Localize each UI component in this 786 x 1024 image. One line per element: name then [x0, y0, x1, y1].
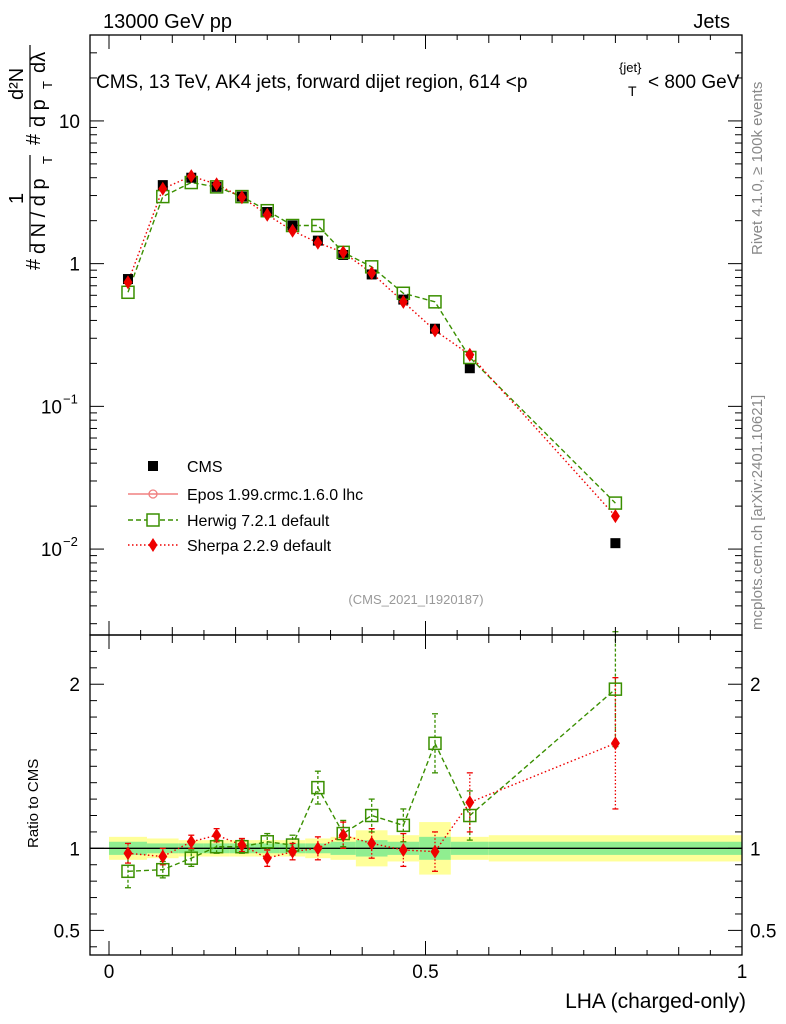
mcplots-label: mcplots.cern.ch [arXiv:2401.10621]	[749, 395, 766, 630]
x-tick-label: 0.5	[412, 962, 438, 983]
sherpa-ratio-point	[367, 836, 377, 851]
category-label: Jets	[693, 11, 730, 33]
sherpa-point	[123, 275, 133, 290]
sherpa-point	[313, 235, 323, 250]
sherpa-ratio-point	[430, 844, 440, 859]
sherpa-point	[338, 245, 348, 260]
legend-label-sherpa: Sherpa 2.2.9 default	[187, 538, 332, 555]
sherpa-point	[212, 177, 222, 192]
sherpa-ratio-point	[212, 828, 222, 843]
sherpa-ratio-point	[465, 795, 475, 810]
legend-marker-epos	[148, 489, 158, 499]
sherpa-ratio-point	[288, 844, 298, 859]
sherpa-point	[610, 509, 620, 524]
y-axis-title: # 1 d N / d p T # d²N d p T dλ	[6, 45, 55, 270]
data-markers	[121, 169, 623, 879]
title-main: CMS, 13 TeV, AK4 jets, forward dijet reg…	[96, 72, 527, 93]
title-end: < 800 GeV	[648, 72, 740, 93]
series-lines	[127, 175, 616, 873]
sherpa-point	[262, 207, 272, 222]
rivet-label: Rivet 4.1.0, ≥ 100k events	[749, 82, 766, 255]
sherpa-ratio-point	[186, 834, 196, 849]
legend-marker-cms	[148, 461, 158, 471]
sherpa-point	[158, 181, 168, 196]
ratio-y-tick-label-right: 1	[750, 839, 761, 860]
herwig-ratio-point	[396, 818, 411, 833]
y-title-dn: d N / d p	[28, 178, 50, 254]
ratio-y-tick-label: 1	[69, 839, 80, 860]
legend-label-herwig: Herwig 7.2.1 default	[187, 513, 330, 530]
sherpa-point	[186, 169, 196, 184]
herwig-ratio-point	[608, 682, 623, 696]
sherpa-point	[288, 223, 298, 238]
y-tick-label-exp: −1	[63, 391, 78, 406]
x-axis-title: LHA (charged-only)	[565, 990, 746, 1013]
herwig-ratio-point	[156, 862, 170, 877]
cms-point	[464, 363, 475, 374]
herwig-line	[127, 181, 616, 504]
sherpa-ratio-point	[398, 842, 408, 857]
ratio-y-tick-label: 0.5	[54, 921, 80, 942]
y-tick-label-exp: −2	[63, 534, 78, 549]
sherpa-point	[465, 347, 475, 362]
y-tick-label: 1	[69, 255, 80, 276]
y-title-d2n: d²N	[6, 68, 28, 100]
herwig-point	[428, 295, 442, 309]
y-title-dpt-sub: T	[40, 81, 55, 89]
y-title-dlambda: dλ	[28, 52, 50, 73]
sherpa-ratio-point	[262, 851, 272, 866]
y-title-one: 1	[6, 193, 28, 204]
herwig-point	[608, 496, 623, 510]
sherpa-ratio-point	[158, 849, 168, 864]
legend-label-epos: Epos 1.99.crmc.1.6.0 lhc	[187, 487, 363, 504]
y-tick-label: 10	[41, 540, 62, 561]
legend: CMS Epos 1.99.crmc.1.6.0 lhc Herwig 7.2.…	[128, 459, 363, 555]
ratio-panel-frame	[89, 634, 743, 956]
ratio-y-tick-label: 2	[69, 675, 80, 696]
x-tick-label: 0	[104, 962, 115, 983]
herwig-ratio-point	[209, 839, 224, 854]
legend-marker-herwig	[146, 513, 160, 527]
sherpa-point	[398, 294, 408, 309]
herwig-ratio-point	[463, 808, 477, 823]
y-tick-label: 10	[59, 112, 80, 133]
herwig-ratio-point	[121, 864, 135, 879]
sherpa-point	[430, 323, 440, 338]
sherpa-line	[127, 175, 616, 517]
sherpa-ratio-point	[123, 846, 133, 861]
y-title-hash2: #	[23, 133, 45, 145]
sherpa-ratio-point	[338, 828, 348, 843]
herwig-ratio-point	[260, 835, 274, 849]
herwig-ratio-line	[127, 688, 616, 873]
herwig-point	[311, 218, 325, 233]
title-sub: T	[628, 83, 637, 99]
sherpa-point	[237, 190, 247, 205]
herwig-ratio-point	[311, 780, 325, 795]
herwig-ratio-point	[364, 808, 379, 823]
title-sup: {jet}	[619, 60, 642, 75]
cms-point	[610, 538, 621, 549]
sherpa-ratio-point	[313, 841, 323, 856]
analysis-tag: (CMS_2021_I1920187)	[348, 592, 483, 607]
energy-label: 13000 GeV pp	[103, 11, 232, 33]
herwig-ratio-point	[184, 851, 199, 865]
x-tick-label: 1	[737, 962, 748, 983]
ratio-y-tick-label-right: 2	[750, 675, 761, 696]
ratio-axis-title: Ratio to CMS	[25, 759, 42, 848]
plot-title: CMS, 13 TeV, AK4 jets, forward dijet reg…	[96, 60, 740, 99]
sherpa-ratio-point	[610, 736, 620, 751]
sherpa-ratio-point	[237, 838, 247, 853]
legend-marker-sherpa	[148, 538, 158, 552]
sherpa-point	[367, 265, 377, 280]
y-title-dn-sub: T	[40, 156, 55, 164]
sherpa-ratio-line	[127, 742, 616, 859]
herwig-ratio-point	[428, 736, 442, 751]
legend-label-cms: CMS	[187, 459, 223, 476]
y-title-dpt: d p	[28, 99, 50, 127]
y-tick-label: 10	[41, 397, 62, 418]
ratio-y-tick-label-right: 0.5	[750, 921, 776, 942]
y-title-hash1: #	[23, 258, 45, 270]
